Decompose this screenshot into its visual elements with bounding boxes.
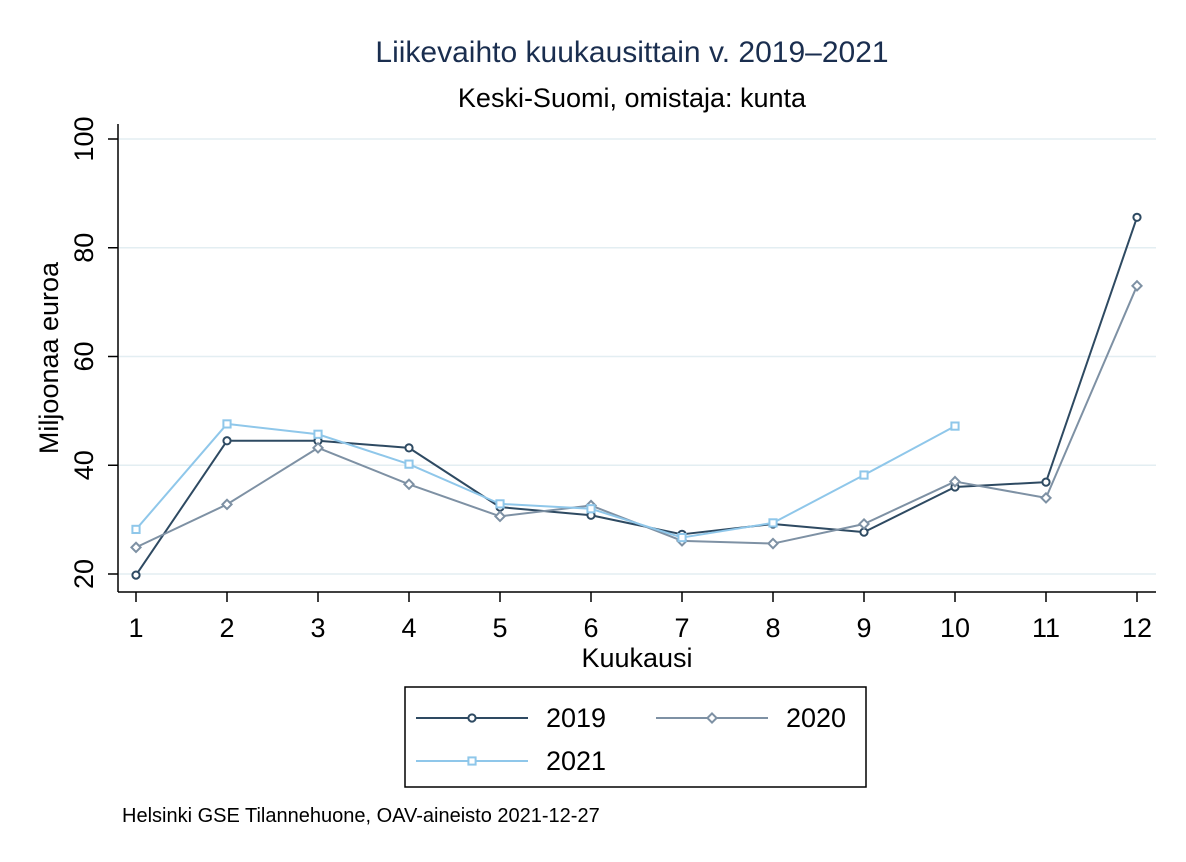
x-tick-label-5: 5 <box>492 613 507 643</box>
y-tick-label-100: 100 <box>69 116 99 161</box>
chart-title: Liikevaihto kuukausittain v. 2019–2021 <box>375 36 888 69</box>
data-point-2019-4 <box>404 443 414 453</box>
series-line-2019 <box>135 216 1138 576</box>
x-axis-ticks: 1 2 3 4 5 6 7 8 9 10 11 12 <box>128 592 1152 643</box>
legend-label-2019: 2019 <box>546 703 606 733</box>
data-point-2021-10 <box>950 421 960 431</box>
data-point-2021-5 <box>495 499 505 509</box>
data-point-2020-10 <box>948 475 962 488</box>
y-axis-label: Miljoonaa euroa <box>34 261 64 454</box>
y-tick-label-40: 40 <box>69 450 99 480</box>
series-line-2020 <box>135 285 1138 549</box>
x-tick-label-1: 1 <box>128 613 143 643</box>
data-point-2020-5 <box>493 510 507 523</box>
x-tick-label-10: 10 <box>940 613 970 643</box>
x-tick-label-11: 11 <box>1032 613 1060 643</box>
legend-label-2020: 2020 <box>786 703 846 733</box>
data-point-2020-3 <box>311 441 325 454</box>
series-2021 <box>131 419 960 543</box>
x-tick-label-12: 12 <box>1122 613 1152 643</box>
y-axis-ticks: 20 40 60 80 100 <box>69 116 118 589</box>
data-point-2020-11 <box>1039 491 1053 504</box>
data-point-2019-12 <box>1132 212 1142 222</box>
legend-box <box>404 686 867 788</box>
x-tick-label-6: 6 <box>583 613 598 643</box>
data-point-2020-9 <box>857 517 871 530</box>
legend-item-2021: 2021 <box>416 746 606 776</box>
y-tick-label-20: 20 <box>69 559 99 589</box>
data-point-2021-3 <box>313 429 323 439</box>
legend-item-2019: 2019 <box>416 703 606 733</box>
legend-marker-2020 <box>705 711 719 725</box>
data-point-2021-7 <box>677 532 687 543</box>
x-tick-label-9: 9 <box>856 613 871 643</box>
data-point-2020-4 <box>402 478 416 491</box>
data-point-2020-8 <box>766 537 780 550</box>
data-point-2019-11 <box>1041 477 1051 487</box>
data-point-2021-6 <box>586 504 596 514</box>
data-point-2021-1 <box>131 524 141 535</box>
x-tick-label-7: 7 <box>674 613 689 643</box>
data-point-2021-2 <box>222 419 232 429</box>
x-tick-label-3: 3 <box>310 613 325 643</box>
legend: 2019 2020 2021 <box>416 703 846 776</box>
x-axis-label: Kuukausi <box>581 643 692 673</box>
legend-label-2021: 2021 <box>546 746 606 776</box>
series-2020 <box>129 279 1144 554</box>
data-point-2020-2 <box>220 498 234 511</box>
y-tick-label-80: 80 <box>69 233 99 263</box>
data-point-2021-9 <box>859 470 869 480</box>
data-point-2019-1 <box>131 570 141 580</box>
gridlines <box>119 138 1156 575</box>
x-tick-label-8: 8 <box>765 613 780 643</box>
data-point-2020-1 <box>129 541 143 554</box>
data-point-2020-12 <box>1130 279 1144 292</box>
legend-marker-2021 <box>467 756 477 766</box>
legend-item-2020: 2020 <box>656 703 846 733</box>
source-note: Helsinki GSE Tilannehuone, OAV-aineisto … <box>122 805 600 827</box>
series-line-2021 <box>135 422 956 539</box>
series-layer <box>129 212 1144 580</box>
data-point-2021-4 <box>404 459 414 469</box>
y-tick-label-60: 60 <box>69 341 99 371</box>
data-point-2019-2 <box>222 436 232 446</box>
legend-marker-2019 <box>467 713 477 723</box>
x-tick-label-2: 2 <box>219 613 234 643</box>
x-tick-label-4: 4 <box>401 613 416 643</box>
data-point-2021-8 <box>768 518 778 528</box>
chart-subtitle: Keski-Suomi, omistaja: kunta <box>458 83 807 113</box>
